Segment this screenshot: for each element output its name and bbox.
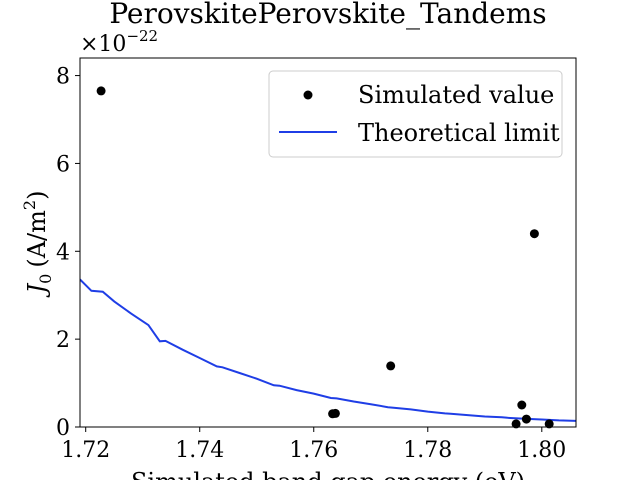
y-axis-label: J0 (A/m2) <box>20 191 55 299</box>
x-axis-label: Simulated band gap energy (eV) <box>131 468 525 480</box>
y-label-unit-close: ) <box>23 191 51 200</box>
y-label-unit-open: (A/m <box>23 210 51 268</box>
simulated-point-8 <box>544 419 554 429</box>
chart-title: PerovskitePerovskite_Tandems <box>109 0 546 30</box>
y-label-symbol: J <box>23 282 51 298</box>
simulated-point-5 <box>517 400 527 410</box>
simulated-point-7 <box>529 229 539 239</box>
plot-area <box>80 86 576 429</box>
x-tick-label: 1.80 <box>517 438 566 463</box>
y-offset-text: ×10−22 <box>80 27 158 57</box>
simulated-point-4 <box>511 419 521 429</box>
legend: Simulated value Theoretical limit <box>268 70 563 158</box>
y-tick-label: 8 <box>56 65 70 90</box>
theoretical-limit-line <box>80 278 576 422</box>
x-tick-label: 1.78 <box>403 438 452 463</box>
simulated-point-3 <box>386 361 396 371</box>
legend-label-simulated: Simulated value <box>358 81 554 109</box>
legend-box <box>268 70 563 158</box>
y-label-sub: 0 <box>36 274 55 284</box>
y-label-sup: 2 <box>20 200 39 210</box>
y-tick-label: 6 <box>56 152 70 177</box>
axes-frame <box>79 57 577 428</box>
simulated-point-2 <box>330 408 340 418</box>
x-tick-label: 1.72 <box>61 438 110 463</box>
simulated-point-0 <box>96 86 106 96</box>
legend-marker-simulated <box>303 90 313 100</box>
y-tick-label: 0 <box>56 416 70 441</box>
x-tick-label: 1.74 <box>175 438 224 463</box>
x-tick-label: 1.76 <box>289 438 338 463</box>
y-offset-exponent: −22 <box>126 27 158 45</box>
y-tick-label: 2 <box>56 328 70 353</box>
y-tick-label: 4 <box>56 240 70 265</box>
legend-label-theoretical: Theoretical limit <box>358 119 560 147</box>
simulated-point-6 <box>521 414 531 424</box>
y-offset-base: ×10 <box>80 32 126 57</box>
